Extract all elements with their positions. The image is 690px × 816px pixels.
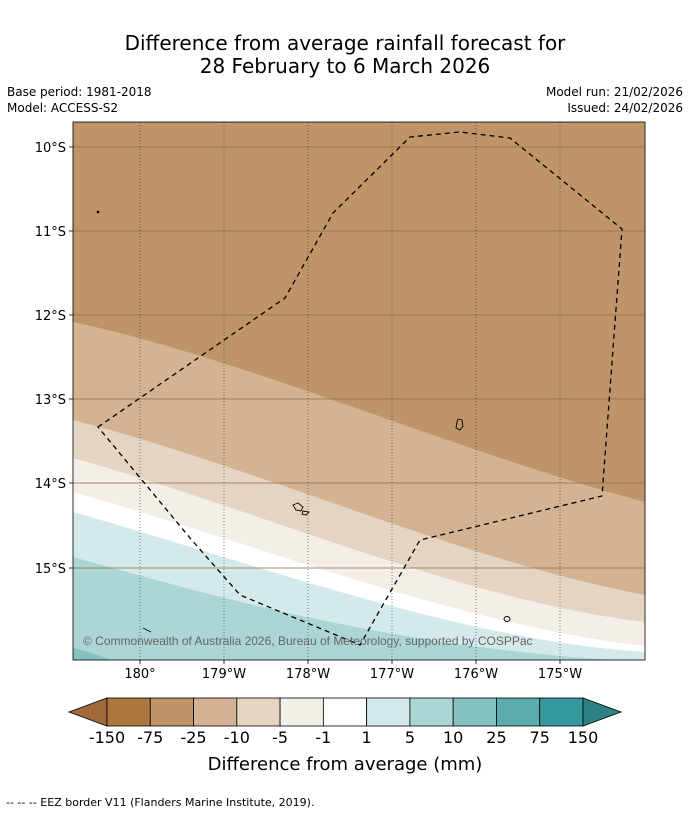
lat-tick-label: 11°S xyxy=(35,225,66,240)
rainfall-map: © Commonwealth of Australia 2026, Bureau… xyxy=(35,121,646,775)
colorbar-tick-label: 150 xyxy=(568,728,599,747)
island-west-b xyxy=(301,510,310,516)
colorbar-segment xyxy=(149,697,194,727)
colorbar-segment xyxy=(106,697,151,727)
colorbar: -150 -75 -25 -10 -5 -1 1 5 10 25 75 150 xyxy=(67,697,623,747)
map-title-line1: Difference from average rainfall forecas… xyxy=(124,31,566,55)
band-5-10 xyxy=(73,557,645,660)
colorbar-label: Difference from average (mm) xyxy=(208,754,483,775)
lat-tick-label: 15°S xyxy=(35,562,66,577)
colorbar-arrow-high xyxy=(582,697,623,727)
colorbar-tick-label: -1 xyxy=(315,728,331,747)
colorbar-segment xyxy=(452,697,497,727)
island-central xyxy=(455,418,464,431)
colorbar-tick-label: 75 xyxy=(530,728,550,747)
colorbar-tick-label: 10 xyxy=(443,728,463,747)
colorbar-tick-label: -25 xyxy=(180,728,206,747)
map-gridlines xyxy=(73,122,645,660)
colorbar-segment xyxy=(322,697,368,727)
colorbar-tick-label: 25 xyxy=(486,728,506,747)
lat-tick-label: 14°S xyxy=(35,477,66,492)
island-west-a xyxy=(292,502,304,512)
island-south xyxy=(503,616,511,622)
lon-tick-label: 180° xyxy=(124,667,155,682)
island-southwest-reef xyxy=(142,627,152,633)
lon-tick-label: 176°W xyxy=(454,667,498,682)
lat-tick-label: 13°S xyxy=(35,393,66,408)
colorbar-segment xyxy=(366,697,411,727)
colorbar-segment xyxy=(193,697,238,727)
lon-tick-label: 178°W xyxy=(286,667,330,682)
map-frame xyxy=(72,121,646,661)
issued-label: Issued: 24/02/2026 xyxy=(567,101,683,115)
lat-tick-label: 10°S xyxy=(35,141,66,156)
eez-border xyxy=(97,131,623,646)
colorbar-tick-label: -5 xyxy=(272,728,288,747)
colorbar-tick-label: 1 xyxy=(362,728,372,747)
lon-tick-label: 177°W xyxy=(370,667,414,682)
colorbar-segment xyxy=(236,697,281,727)
islands xyxy=(96,210,511,633)
base-period-label: Base period: 1981-2018 xyxy=(7,85,152,99)
lat-tick-label: 12°S xyxy=(35,309,66,324)
band-10-25 xyxy=(73,648,112,660)
colorbar-tick-label: 5 xyxy=(405,728,415,747)
colorbar-arrow-low xyxy=(67,697,108,727)
colorbar-segment xyxy=(409,697,454,727)
colorbar-tick-label: -75 xyxy=(137,728,163,747)
copyright-notice: © Commonwealth of Australia 2026, Bureau… xyxy=(83,634,533,648)
map-title-line2: 28 February to 6 March 2026 xyxy=(199,54,491,78)
island-north-dot xyxy=(96,210,100,214)
latitude-axis: 10°S 11°S 12°S 13°S 14°S 15°S xyxy=(35,141,73,577)
colorbar-segment xyxy=(539,697,584,727)
model-run-label: Model run: 21/02/2026 xyxy=(545,85,683,99)
lon-tick-label: 175°W xyxy=(538,667,582,682)
model-label: Model: ACCESS-S2 xyxy=(7,101,119,115)
colorbar-segment xyxy=(279,697,324,727)
colorbar-segment xyxy=(496,697,541,727)
colorbar-tick-label: -10 xyxy=(224,728,250,747)
colorbar-tick-label: -150 xyxy=(89,728,125,747)
rainfall-anomaly-field xyxy=(73,122,645,660)
lon-tick-label: 179°W xyxy=(202,667,246,682)
eez-footnote: -- -- -- EEZ border V11 (Flanders Marine… xyxy=(6,796,315,809)
longitude-axis: 180° 179°W 178°W 177°W 176°W 175°W xyxy=(124,660,582,682)
